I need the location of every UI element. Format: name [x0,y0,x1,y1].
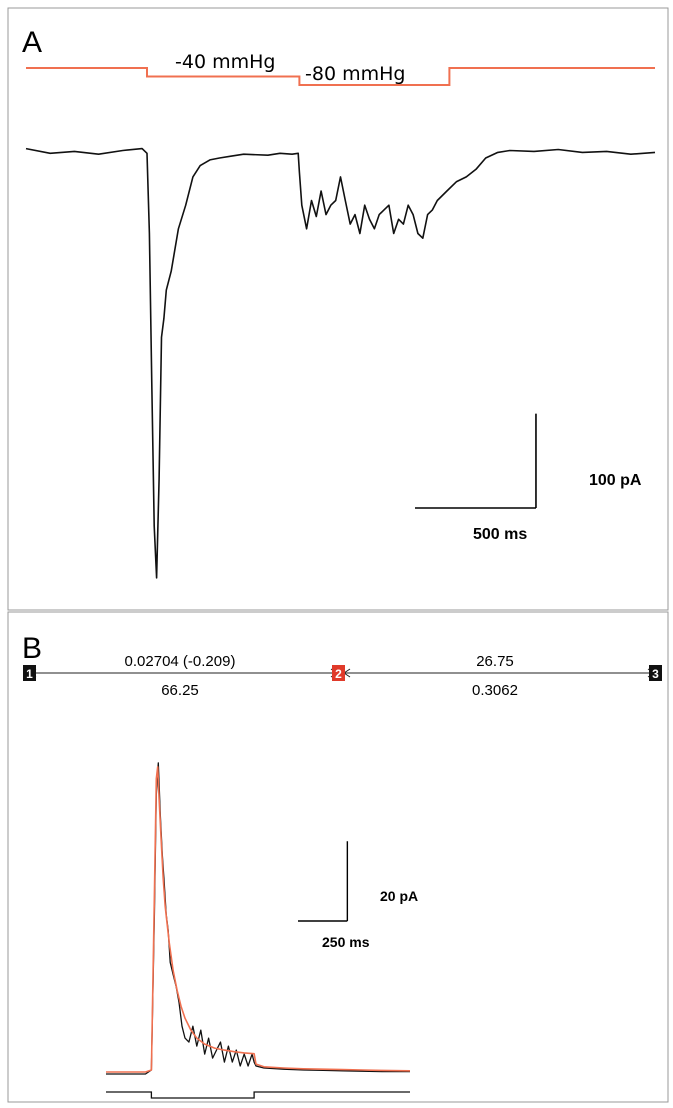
pressure-label-40: -40 mmHg [175,51,275,73]
pressure-label-80: -80 mmHg [305,63,405,85]
scale-bar-label-y-b: 20 pA [380,888,418,904]
panel-b-letter: B [22,632,42,665]
panel-b-border [7,611,669,1103]
cursor-value-seg2-bottom: 0.3062 [472,682,518,699]
cursor-marker-1[interactable]: 1 [23,665,36,681]
cursor-value-seg1-top: 0.02704 (-0.209) [125,653,236,670]
cursor-box-2[interactable] [332,665,345,681]
cursor-number-3: 3 [652,667,659,681]
stimulus-trace-b [106,1091,410,1099]
scale-bar-label-y-a: 100 pA [589,472,642,489]
current-trace-a [25,147,656,579]
cursor-value-seg1-bottom: 66.25 [161,682,199,699]
cursor-box-1[interactable] [23,665,36,681]
cursor-value-seg2-top: 26.75 [476,653,514,670]
cursor-number-1: 1 [26,667,33,681]
cursor-marker-2[interactable]: 2 [332,665,345,681]
pressure-stimulus-trace [26,67,655,86]
scale-bar-label-x-b: 250 ms [322,934,370,950]
panel-a-letter: A [22,26,42,59]
panel-b: B 1 2 3 0.02704 (-0.209) 66.25 26.75 0 [7,611,669,1103]
scale-bar-label-x-a: 500 ms [473,526,527,543]
cursor-marker-3[interactable]: 3 [649,665,662,681]
cursor-box-3[interactable] [649,665,662,681]
panel-a-border [7,7,669,611]
panel-a: A -40 mmHg -80 mmHg 100 pA 500 ms [7,7,669,611]
fit-trace-b [106,766,411,1073]
cursor-number-2: 2 [335,667,342,681]
